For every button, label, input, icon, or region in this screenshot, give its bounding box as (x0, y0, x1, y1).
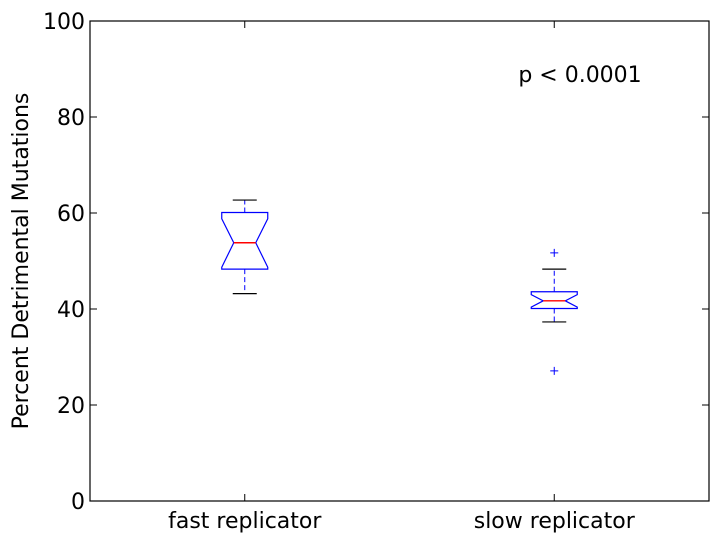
y-tick-label: 60 (57, 202, 85, 227)
y-axis-label: Percent Detrimental Mutations (9, 93, 34, 430)
y-tick-label: 80 (57, 106, 85, 131)
plot-frame (89, 20, 710, 502)
y-tick-label: 0 (71, 490, 85, 515)
y-axis: 0 20 40 60 80 100 (43, 10, 709, 515)
x-axis: fast replicator slow replicator (168, 21, 636, 534)
x-tick-label: slow replicator (474, 509, 636, 534)
y-tick-label: 40 (57, 298, 85, 323)
y-tick-label: 20 (57, 394, 85, 419)
x-tick-label: fast replicator (168, 509, 322, 534)
p-value-annotation: p < 0.0001 (518, 63, 641, 88)
box-fast-replicator (221, 199, 269, 295)
notched-box (530, 291, 578, 310)
plot-background (90, 21, 709, 501)
box-group (221, 199, 578, 375)
outlier-point (550, 248, 559, 257)
outlier-point (550, 366, 559, 375)
y-tick-label: 100 (43, 10, 85, 35)
notched-box (221, 211, 269, 270)
box-slow-replicator (530, 248, 578, 375)
